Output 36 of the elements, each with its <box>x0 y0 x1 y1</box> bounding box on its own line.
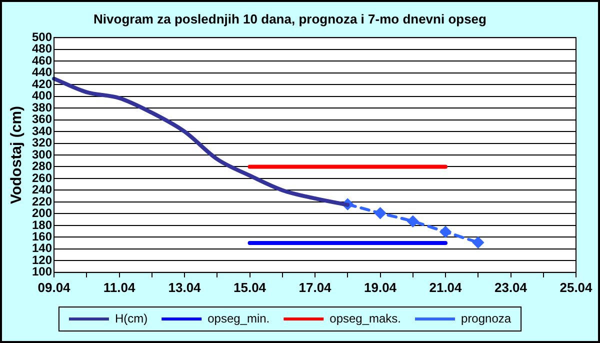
y-tick-label: 140 <box>32 241 52 256</box>
x-tick-label: 23.04 <box>494 280 528 295</box>
x-tick-label: 17.04 <box>298 280 332 295</box>
x-tick-label: 25.04 <box>560 280 594 295</box>
y-tick-label: 200 <box>32 206 52 220</box>
y-tick-label: 120 <box>32 252 52 267</box>
y-tick-label: 400 <box>32 88 52 103</box>
y-tick-label: 420 <box>32 76 52 91</box>
x-tick-label: 21.04 <box>429 280 463 295</box>
legend-label: H(cm) <box>114 311 148 326</box>
legend-label: prognoza <box>461 311 512 326</box>
y-tick-label: 340 <box>32 124 52 138</box>
y-tick-label: 440 <box>32 65 52 80</box>
y-tick-label: 180 <box>32 218 52 232</box>
legend-label: opseg_maks. <box>330 311 402 326</box>
y-tick-label: 500 <box>32 30 52 44</box>
y-axis-title: Vodostaj (cm) <box>8 106 26 204</box>
x-tick-label: 13.04 <box>168 280 202 295</box>
y-tick-label: 240 <box>32 182 52 197</box>
y-tick-label: 480 <box>32 42 52 56</box>
y-tick-label: 220 <box>32 194 52 208</box>
x-tick-label: 19.04 <box>364 280 398 295</box>
y-tick-label: 280 <box>32 159 52 174</box>
x-tick-label: 11.04 <box>103 280 136 295</box>
y-tick-label: 320 <box>32 136 52 150</box>
chart-title: Nivogram za poslednjih 10 dana, prognoza i 7-mo dnevni opseg <box>94 11 487 26</box>
legend-label: opseg_min. <box>208 311 270 326</box>
y-tick-label: 160 <box>32 229 52 244</box>
y-tick-label: 260 <box>32 170 52 185</box>
x-tick-label: 09.04 <box>38 280 72 295</box>
y-tick-label: 380 <box>32 100 52 114</box>
y-tick-label: 100 <box>32 264 52 279</box>
x-tick-label: 15.04 <box>233 280 267 295</box>
y-tick-label: 300 <box>32 147 52 162</box>
y-tick-label: 360 <box>32 112 52 126</box>
y-tick-label: 460 <box>32 53 52 68</box>
